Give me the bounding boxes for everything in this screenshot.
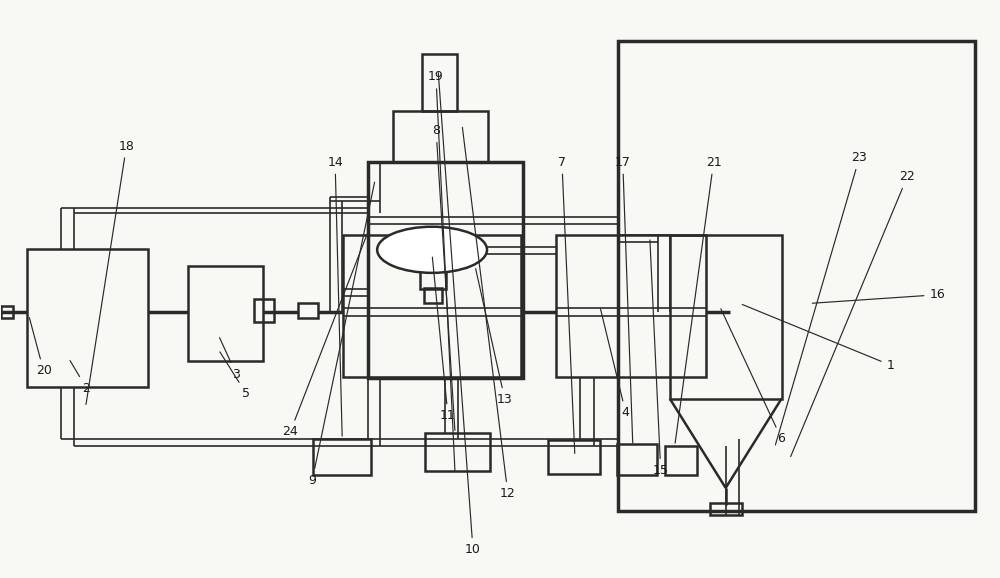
Text: 23: 23 bbox=[775, 151, 867, 445]
Text: 12: 12 bbox=[462, 127, 516, 500]
Text: 7: 7 bbox=[558, 155, 575, 454]
Bar bbox=[420, 270, 446, 289]
Text: 1: 1 bbox=[742, 305, 894, 372]
Bar bbox=[188, 266, 263, 361]
Bar bbox=[313, 439, 371, 475]
Bar bbox=[425, 433, 490, 470]
Bar bbox=[670, 235, 782, 399]
Text: 16: 16 bbox=[812, 288, 945, 303]
Text: 11: 11 bbox=[432, 257, 456, 423]
Text: 10: 10 bbox=[438, 73, 481, 556]
Text: 18: 18 bbox=[86, 139, 134, 405]
Text: 8: 8 bbox=[432, 124, 455, 431]
Bar bbox=[343, 235, 521, 377]
Bar bbox=[710, 503, 742, 515]
Bar bbox=[1, 306, 13, 318]
Text: 24: 24 bbox=[282, 234, 367, 439]
Bar bbox=[556, 235, 706, 377]
Bar bbox=[27, 249, 148, 387]
Bar bbox=[617, 443, 657, 475]
Text: 15: 15 bbox=[650, 240, 669, 477]
Ellipse shape bbox=[377, 227, 487, 273]
Text: 9: 9 bbox=[308, 182, 375, 487]
Text: 4: 4 bbox=[601, 309, 630, 420]
Text: 21: 21 bbox=[675, 155, 721, 443]
Text: 19: 19 bbox=[428, 71, 455, 470]
Bar bbox=[298, 303, 318, 318]
Bar bbox=[422, 54, 457, 112]
Bar bbox=[393, 112, 488, 162]
Text: 5: 5 bbox=[220, 352, 250, 401]
Text: 13: 13 bbox=[476, 269, 513, 406]
Text: 6: 6 bbox=[721, 309, 785, 446]
Text: 20: 20 bbox=[29, 318, 52, 377]
Bar bbox=[368, 162, 523, 379]
Text: 2: 2 bbox=[70, 361, 90, 395]
Bar bbox=[254, 299, 274, 323]
Text: 17: 17 bbox=[615, 155, 633, 443]
Text: 3: 3 bbox=[220, 338, 240, 381]
Bar bbox=[618, 41, 975, 511]
Bar bbox=[548, 440, 600, 473]
Bar bbox=[665, 446, 697, 475]
Text: 22: 22 bbox=[791, 170, 915, 457]
Bar bbox=[424, 288, 442, 303]
Text: 14: 14 bbox=[327, 155, 343, 436]
